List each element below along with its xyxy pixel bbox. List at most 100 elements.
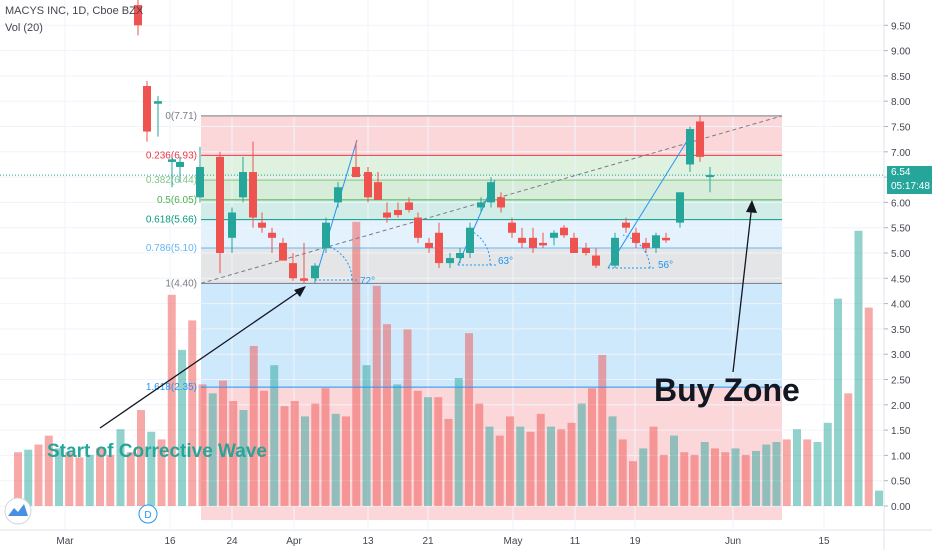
volume-bar (536, 413, 545, 506)
event-marker-label: D (144, 510, 151, 521)
volume-bar (875, 490, 883, 506)
logo-icon (4, 497, 32, 525)
volume-bar (208, 393, 217, 506)
candle-body (279, 242, 287, 261)
volume-bar (137, 410, 145, 506)
candle-body (414, 217, 422, 238)
logo-icon-mark (8, 504, 28, 516)
candle-body (477, 202, 485, 208)
candle-body (322, 222, 330, 248)
candle-body (405, 202, 413, 210)
volume-bar (567, 422, 576, 506)
arrow-head (746, 200, 757, 213)
impulse-line (314, 139, 358, 281)
volume-bar (260, 390, 268, 506)
fib-zone (201, 247, 782, 284)
arrow-shaft (732, 203, 753, 373)
volume-bar (424, 397, 432, 506)
volume-bar (762, 444, 771, 506)
volume-bar (475, 403, 484, 506)
price-tick-label: 1.00 (891, 451, 911, 462)
price-tick-label: 9.00 (891, 47, 911, 58)
candle-body (311, 265, 319, 279)
candle-body (154, 101, 162, 104)
candle-body (216, 156, 224, 253)
volume-bar (516, 426, 525, 506)
event-marker-icon (138, 504, 158, 524)
candle-body (352, 166, 360, 178)
volume-bar (85, 454, 94, 506)
volume-bar (813, 442, 822, 506)
candle-body (632, 232, 640, 243)
candle-body (249, 172, 257, 218)
candle-body (334, 187, 342, 203)
candle-body (529, 237, 537, 248)
volume-bar (557, 429, 566, 506)
volume-bar (167, 294, 176, 506)
price-tick-label: 2.00 (891, 401, 911, 412)
candle-body (228, 212, 236, 238)
price-tick-label: 5.00 (891, 249, 911, 260)
fib-label: 0.786(5.10) (146, 243, 197, 254)
corrective-wave-text: Start of Corrective Wave (47, 441, 267, 462)
time-axis: Mar 16 24 Apr 13 21 May 11 19 Jun 15 (0, 529, 932, 547)
arrow-head (294, 286, 306, 297)
volume-bar (311, 403, 320, 506)
price-tick-label: 3.00 (891, 350, 911, 361)
volume-bar (383, 324, 391, 506)
volume-bar (434, 397, 443, 506)
volume-bar (629, 461, 637, 506)
volume-bar (608, 416, 617, 506)
candle-body (539, 242, 547, 246)
time-tick-label: 11 (570, 536, 581, 547)
volume-bar (547, 426, 555, 506)
fib-zone (201, 155, 782, 181)
candle-body (497, 197, 505, 208)
angle-arc (329, 246, 353, 281)
candle-body (518, 237, 526, 243)
volume-bar (321, 388, 330, 506)
candle-body (652, 235, 660, 248)
candle-body (300, 278, 308, 281)
fib-label: 0.5(6.05) (157, 195, 197, 206)
volume-bar (352, 221, 361, 506)
candle-body (446, 258, 454, 264)
buy-zone-text: Buy Zone (654, 372, 800, 408)
volume-bar (34, 444, 43, 506)
volume-bar (55, 448, 63, 506)
volume-bar (301, 416, 309, 506)
volume-bar (782, 439, 791, 506)
candle-body (560, 227, 568, 236)
volume-bar (290, 401, 299, 506)
price-tick-label: 8.00 (891, 97, 911, 108)
volume-bar (741, 454, 750, 506)
volume-bar (106, 454, 115, 506)
candle-body (258, 222, 266, 228)
fib-label: 0(7.71) (165, 111, 197, 122)
volume-bar (618, 439, 627, 506)
candle-body (611, 237, 619, 266)
candle-body (696, 121, 704, 157)
time-tick-label: Jun (725, 536, 741, 547)
price-tick-label: 4.50 (891, 274, 911, 285)
volume-bar (198, 384, 207, 506)
volume-bar (649, 426, 658, 506)
candle-body (550, 232, 558, 238)
volume-bar (823, 422, 832, 506)
countdown-badge: 05:17:48 (887, 180, 932, 194)
volume-bar (116, 429, 125, 506)
fib-zone (201, 219, 782, 248)
volume-bar (670, 435, 678, 506)
volume-bar (393, 384, 402, 506)
volume-bar (680, 452, 689, 506)
candle-body (196, 166, 204, 198)
candle-body (456, 253, 464, 259)
candle-body (642, 242, 650, 248)
angle-label: 63° (498, 256, 513, 267)
candle-body (466, 227, 474, 253)
time-tick-label: 15 (818, 536, 830, 547)
volume-bar (362, 365, 371, 506)
candle-body (622, 222, 630, 228)
candle-body (143, 86, 151, 132)
